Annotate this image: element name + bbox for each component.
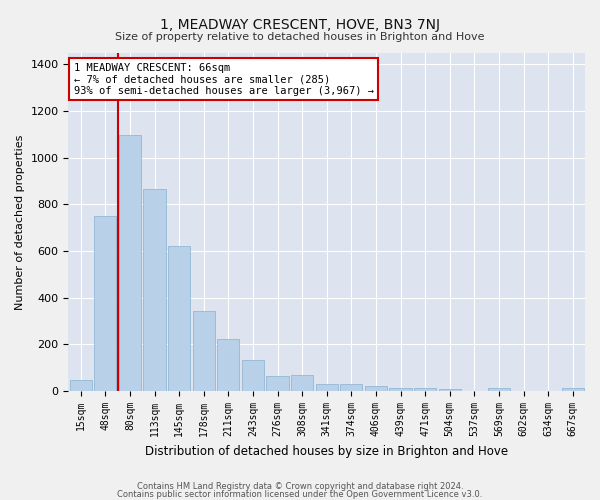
Bar <box>266 376 289 391</box>
Bar <box>316 384 338 391</box>
Bar <box>389 388 412 391</box>
Text: Contains HM Land Registry data © Crown copyright and database right 2024.: Contains HM Land Registry data © Crown c… <box>137 482 463 491</box>
Bar <box>562 388 584 391</box>
Bar <box>143 189 166 391</box>
Text: Size of property relative to detached houses in Brighton and Hove: Size of property relative to detached ho… <box>115 32 485 42</box>
Bar <box>291 375 313 391</box>
Bar <box>193 310 215 391</box>
Bar <box>217 338 239 391</box>
Bar <box>340 384 362 391</box>
Bar <box>242 360 264 391</box>
Bar <box>488 388 510 391</box>
Bar <box>119 136 141 391</box>
Bar <box>439 390 461 391</box>
Bar <box>365 386 387 391</box>
Text: 1, MEADWAY CRESCENT, HOVE, BN3 7NJ: 1, MEADWAY CRESCENT, HOVE, BN3 7NJ <box>160 18 440 32</box>
Bar <box>94 216 116 391</box>
Bar <box>168 246 190 391</box>
X-axis label: Distribution of detached houses by size in Brighton and Hove: Distribution of detached houses by size … <box>145 444 508 458</box>
Bar <box>414 388 436 391</box>
Y-axis label: Number of detached properties: Number of detached properties <box>15 134 25 310</box>
Text: Contains public sector information licensed under the Open Government Licence v3: Contains public sector information licen… <box>118 490 482 499</box>
Text: 1 MEADWAY CRESCENT: 66sqm
← 7% of detached houses are smaller (285)
93% of semi-: 1 MEADWAY CRESCENT: 66sqm ← 7% of detach… <box>74 62 374 96</box>
Bar <box>70 380 92 391</box>
